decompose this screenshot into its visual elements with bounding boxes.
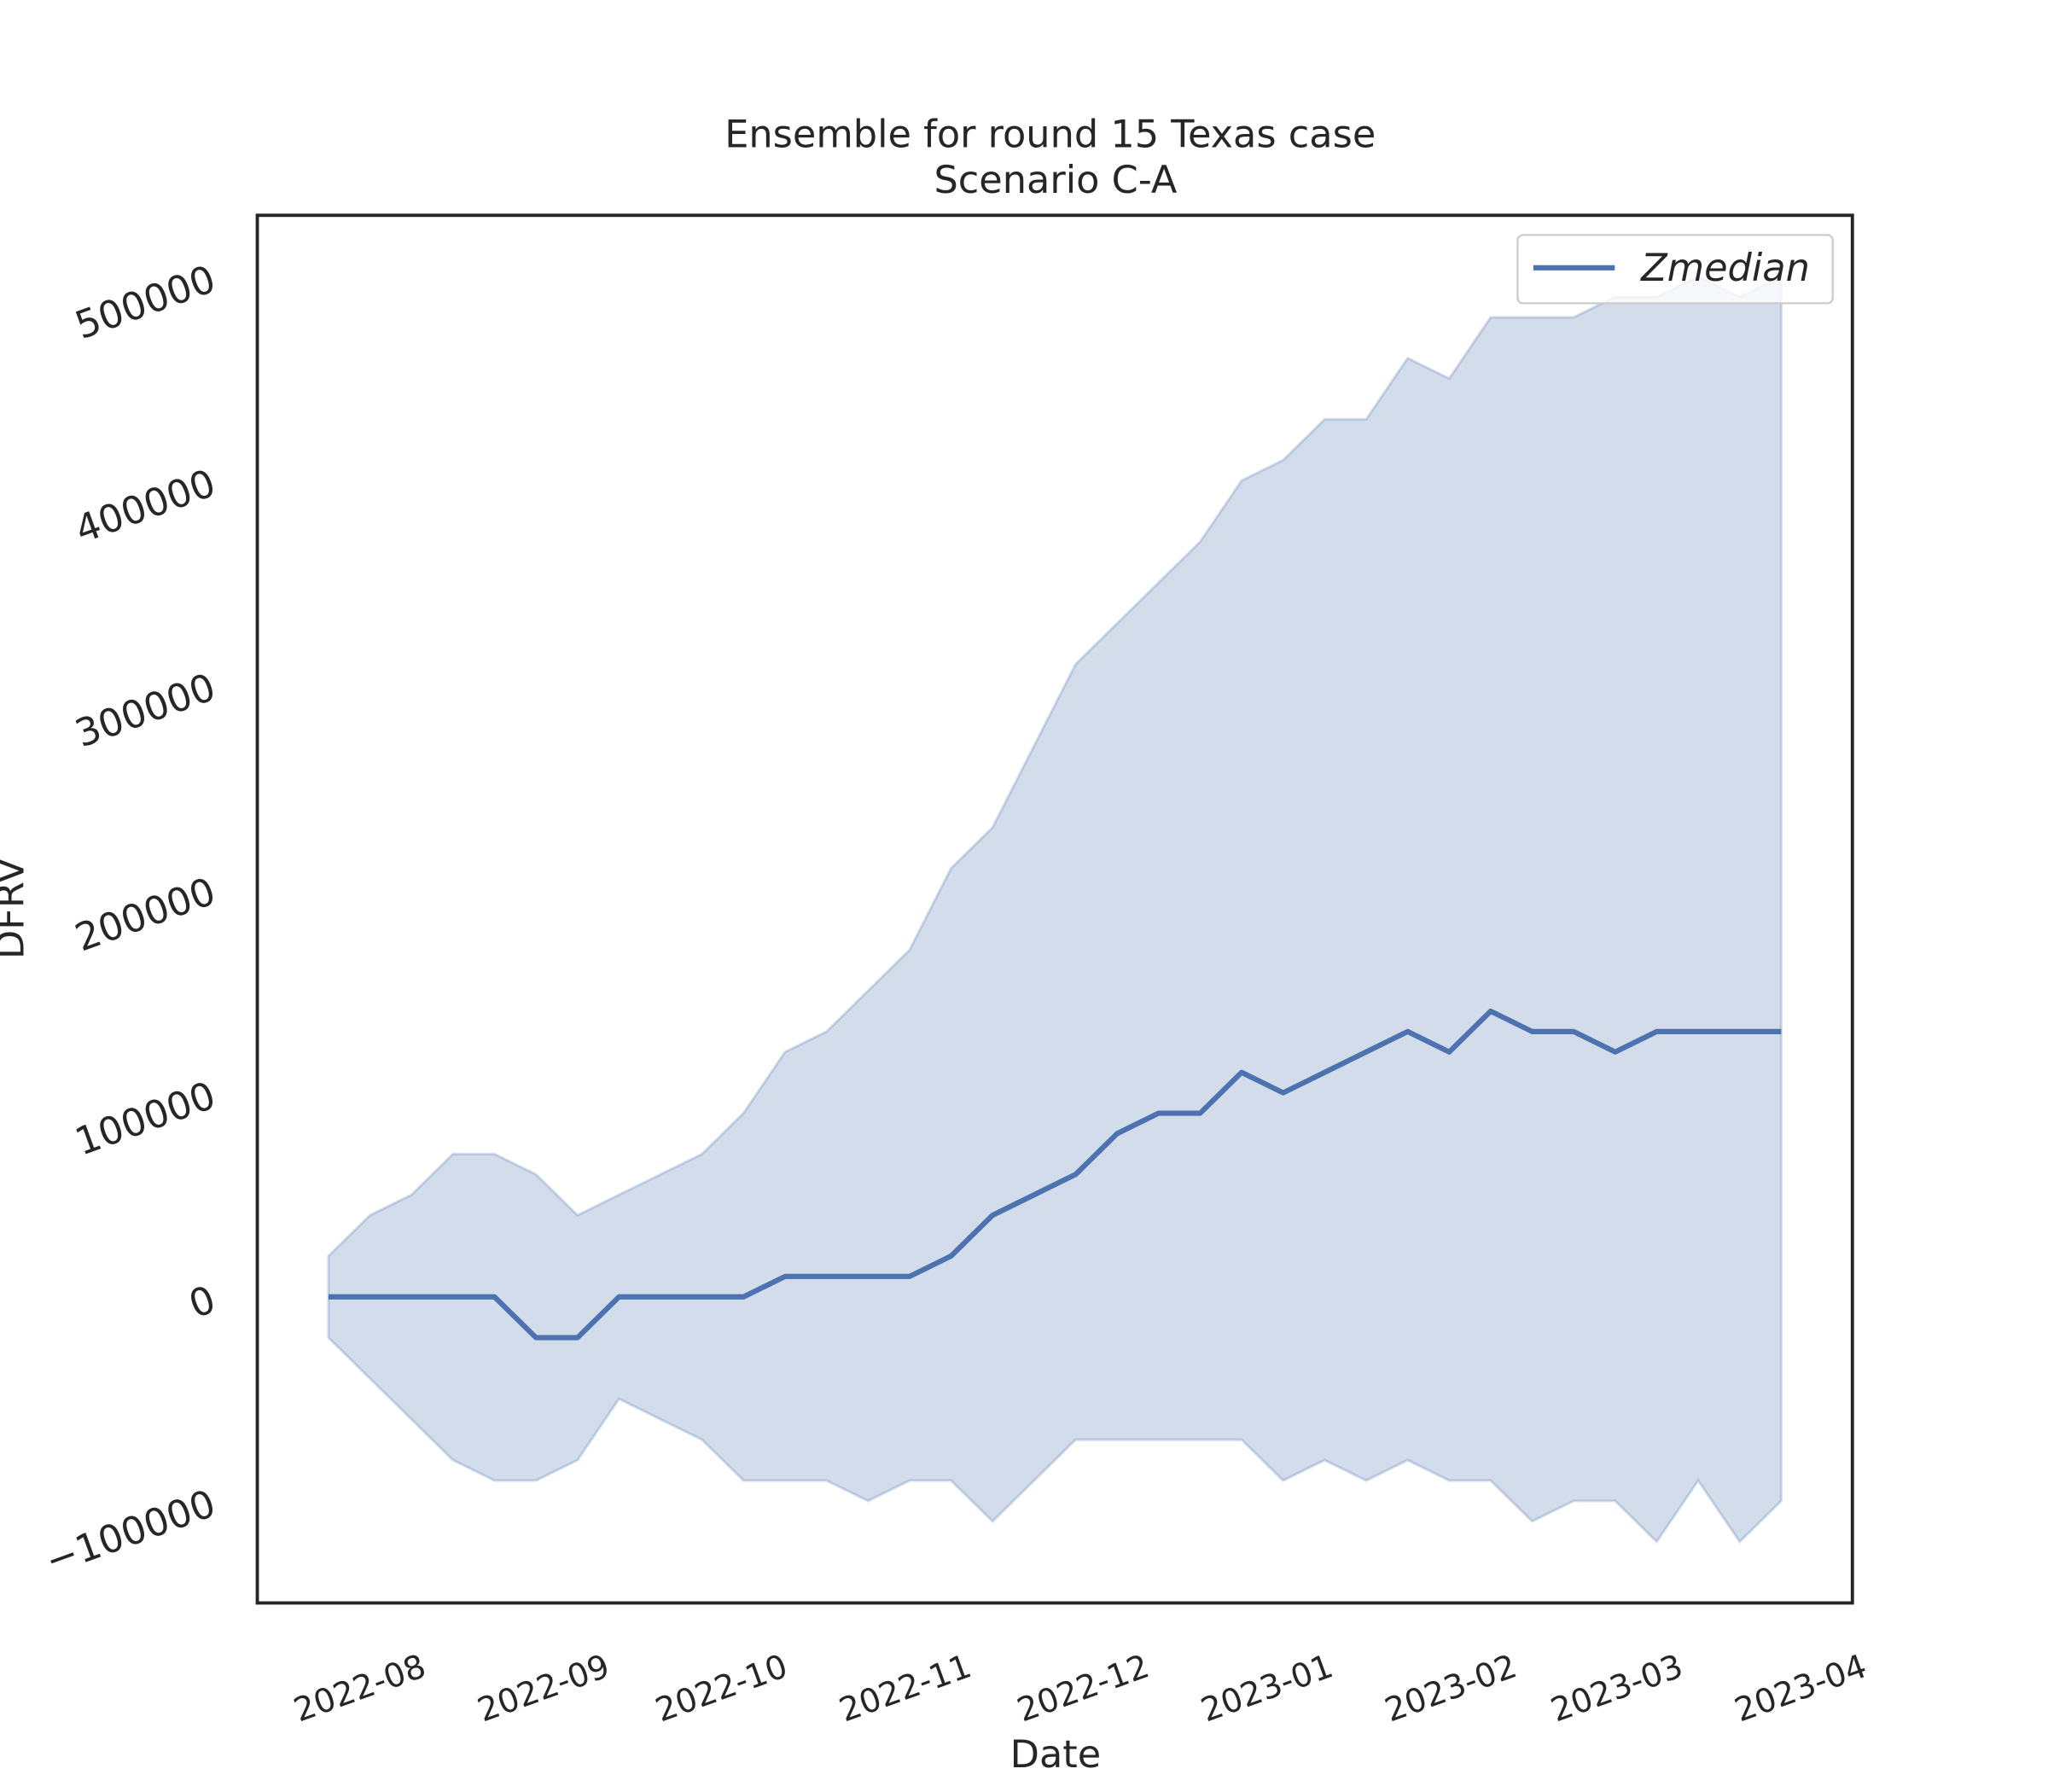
x-tick-label: 2023-02 (1380, 1647, 1521, 1730)
y-tick-label: 100000 (69, 1073, 221, 1164)
plot-frame (255, 213, 1854, 1605)
x-tick-label: 2022-11 (835, 1647, 976, 1730)
x-tick-label: 2023-01 (1196, 1647, 1338, 1730)
y-tick-label: 500000 (69, 257, 221, 348)
chart-subtitle: Scenario C-A (934, 158, 1177, 202)
y-tick-label: −100000 (39, 1481, 221, 1584)
x-tick-label: 2022-10 (650, 1647, 792, 1730)
y-tick-label: 0 (183, 1277, 221, 1328)
x-tick-label: 2023-03 (1546, 1647, 1688, 1730)
legend-label: Zmedian (1640, 246, 1810, 290)
band (327, 274, 1783, 1545)
y-tick-label: 300000 (69, 665, 221, 756)
x-tick-label: 2023-04 (1730, 1647, 1871, 1730)
y-axis-label: DFRV (0, 858, 33, 960)
chart-title: Ensemble for round 15 Texas case (724, 112, 1376, 156)
x-tick-label: 2022-12 (1012, 1647, 1154, 1730)
y-tick-label: 400000 (69, 461, 221, 552)
legend: Zmedian (1516, 234, 1834, 305)
x-axis-label: Date (1010, 1732, 1102, 1777)
legend-box (1516, 234, 1834, 305)
median-line (328, 1008, 1782, 1341)
x-tick-label: 2022-08 (289, 1647, 431, 1730)
y-tick-label: 200000 (69, 869, 221, 960)
x-tick-label: 2022-09 (473, 1647, 614, 1730)
